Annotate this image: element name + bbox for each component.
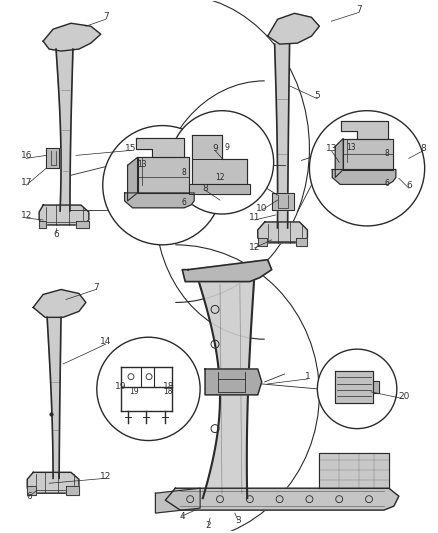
Polygon shape [258,222,307,243]
Polygon shape [127,157,138,201]
Polygon shape [296,238,307,246]
Polygon shape [124,193,194,208]
Polygon shape [46,148,59,168]
Polygon shape [39,221,46,228]
Text: 3: 3 [235,515,241,524]
Text: 13: 13 [325,144,337,153]
Text: 13: 13 [138,160,147,169]
Polygon shape [182,260,272,281]
Text: 12: 12 [215,173,225,182]
Polygon shape [43,23,101,51]
Circle shape [309,111,425,226]
Text: 8: 8 [385,149,389,158]
Text: 16: 16 [21,151,32,160]
Polygon shape [275,44,290,228]
Polygon shape [272,193,293,210]
Polygon shape [155,488,200,513]
Polygon shape [195,270,255,498]
Polygon shape [76,221,89,228]
Circle shape [318,349,397,429]
Text: 15: 15 [125,144,136,153]
Text: 2: 2 [205,521,211,530]
Polygon shape [332,169,396,184]
Text: 4: 4 [180,512,185,521]
Polygon shape [341,120,388,139]
Polygon shape [335,371,373,403]
Polygon shape [268,13,319,44]
Text: 18: 18 [162,382,174,391]
Text: 7: 7 [356,5,362,14]
Text: 6: 6 [385,179,389,188]
Text: 8: 8 [182,168,187,177]
Polygon shape [343,139,393,169]
Polygon shape [258,238,267,246]
Text: 10: 10 [256,204,268,213]
Text: 7: 7 [93,283,99,292]
Polygon shape [192,134,247,184]
Text: 6: 6 [26,491,32,500]
Polygon shape [27,486,36,495]
Text: 5: 5 [314,91,320,100]
Text: 12: 12 [249,243,261,252]
Text: 1: 1 [304,373,310,382]
Text: 9: 9 [225,143,230,152]
Circle shape [97,337,200,441]
Text: 9: 9 [212,144,218,153]
Text: 6: 6 [53,230,59,239]
Text: 12: 12 [21,211,32,220]
Polygon shape [27,472,79,493]
Text: 17: 17 [21,177,32,187]
Polygon shape [205,369,262,395]
Text: 13: 13 [346,143,356,152]
Circle shape [103,126,222,245]
Polygon shape [33,289,86,317]
Polygon shape [166,488,399,510]
Text: 19: 19 [129,387,138,396]
Polygon shape [373,381,379,393]
Polygon shape [138,157,189,193]
Text: 19: 19 [115,382,127,391]
Text: 6: 6 [182,198,187,207]
Text: 8: 8 [421,144,427,153]
Text: 7: 7 [103,12,109,21]
Polygon shape [335,139,343,177]
Text: 6: 6 [406,181,412,190]
Polygon shape [56,49,73,211]
Polygon shape [66,486,79,495]
Text: 11: 11 [249,214,261,222]
Text: 18: 18 [163,387,173,396]
Text: 14: 14 [100,337,111,346]
Polygon shape [135,138,184,157]
Text: 8: 8 [202,184,208,193]
Text: 20: 20 [398,392,410,401]
Polygon shape [47,317,61,478]
Polygon shape [39,205,89,225]
Circle shape [170,111,274,214]
Polygon shape [319,454,389,488]
Text: 12: 12 [100,472,111,481]
Polygon shape [189,184,250,194]
